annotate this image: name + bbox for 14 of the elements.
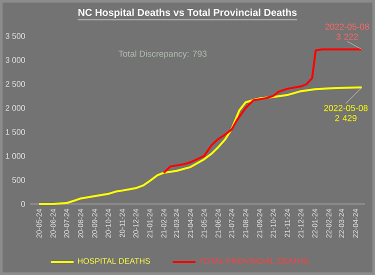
annotation: Total Discrepancy: 793 bbox=[118, 50, 207, 59]
y-tick-label: 2 000 bbox=[6, 105, 25, 111]
y-tick-label: 2 500 bbox=[6, 81, 25, 87]
y-tick-label: 0 bbox=[21, 201, 25, 207]
y-tick-label: 500 bbox=[12, 177, 25, 183]
legend-label: HOSPITAL DEATHS bbox=[78, 258, 150, 264]
legend-label: TOTAL PROVINCIAL DEATHS bbox=[199, 258, 309, 264]
y-tick-label: 1 500 bbox=[6, 129, 25, 135]
chart-title: NC Hospital Deaths vs Total Provincial Deaths bbox=[78, 8, 297, 18]
y-tick-label: 1 000 bbox=[6, 153, 25, 159]
y-tick-label: 3 000 bbox=[6, 57, 25, 63]
annotation: 2022-05-08 3 222 bbox=[325, 24, 369, 40]
y-tick-label: 3 500 bbox=[6, 33, 25, 39]
annotation: 2022-05-08 2 429 bbox=[324, 105, 368, 122]
